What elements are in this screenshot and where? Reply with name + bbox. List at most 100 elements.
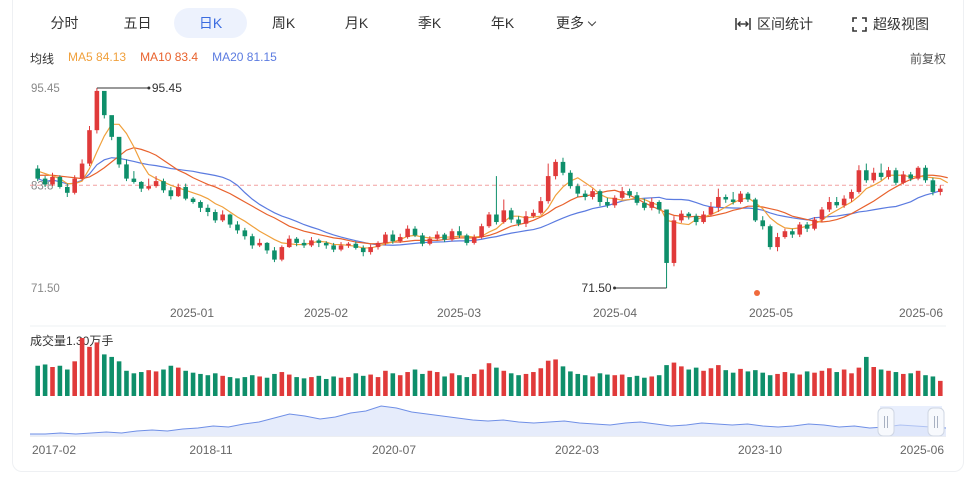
candle [834, 201, 840, 206]
overview-x-label: 2020-07 [372, 443, 416, 457]
super-view-label: 超级视图 [873, 16, 929, 32]
candle [42, 178, 48, 185]
candle [286, 238, 292, 248]
super-view-button[interactable]: 超级视图 [852, 14, 929, 34]
tab-3[interactable]: 周K [247, 8, 320, 38]
candle [582, 193, 588, 197]
candle [183, 186, 188, 199]
x-axis-label: 2025-02 [304, 306, 348, 320]
ma5-line [37, 123, 948, 249]
volume-bar [849, 373, 854, 396]
tab-5[interactable]: 季K [393, 8, 466, 38]
candle [753, 199, 758, 221]
candle [597, 191, 603, 202]
candle [331, 245, 336, 250]
low-price-label: 71.50 [582, 281, 612, 295]
x-axis-label: 2025-01 [170, 306, 214, 320]
candle [901, 174, 906, 183]
candle [338, 245, 344, 250]
candle [79, 163, 85, 179]
candle [797, 224, 803, 235]
tab-label: 月K [344, 15, 369, 31]
tab-2[interactable]: 日K [174, 8, 247, 38]
candle [353, 243, 359, 248]
candle [531, 212, 536, 217]
tab-1[interactable]: 五日 [101, 8, 174, 38]
overview-handle-left[interactable] [877, 407, 895, 437]
volume-bar [175, 367, 181, 396]
volume-bar [738, 368, 743, 396]
candle [841, 198, 847, 206]
volume-bar [464, 377, 470, 396]
candle [494, 214, 499, 223]
candle [360, 247, 366, 253]
candle [775, 237, 780, 248]
candle [790, 231, 795, 235]
overview-handle-right[interactable] [927, 407, 945, 437]
volume-bar [397, 375, 403, 396]
candle [457, 231, 462, 236]
tab-label: 分时 [50, 15, 79, 31]
volume-bar [286, 374, 292, 396]
volume-bar [309, 377, 314, 396]
volume-bar [205, 375, 211, 396]
volume-bar [760, 372, 766, 396]
candle [368, 247, 373, 253]
volume-bar [568, 371, 573, 396]
volume-bar [597, 373, 603, 396]
candle [656, 201, 662, 210]
candle [915, 167, 921, 179]
candle [649, 201, 655, 208]
candle [316, 240, 322, 243]
candle [871, 172, 877, 181]
volume-bar [116, 361, 122, 396]
x-axis-label: 2025-06 [899, 306, 943, 320]
volume-bar [871, 367, 877, 396]
candle [205, 207, 211, 213]
candle [508, 210, 514, 220]
volume-bar [301, 378, 307, 396]
candle [272, 250, 277, 260]
candle [930, 180, 936, 192]
volume-bar [693, 367, 699, 396]
y-axis-label: 71.50 [31, 283, 60, 295]
volume-bar [124, 370, 129, 396]
interval-stats-button[interactable]: 区间统计 [735, 14, 813, 34]
tab-4[interactable]: 月K [320, 8, 393, 38]
tab-7[interactable]: 更多 [539, 8, 612, 38]
volume-bar [79, 338, 85, 396]
candle [553, 161, 558, 177]
volume-bar [649, 376, 655, 396]
tab-0[interactable]: 分时 [28, 8, 101, 38]
candle [449, 231, 455, 240]
candle [442, 234, 447, 240]
volume-bar [878, 369, 884, 396]
event-marker-dot[interactable] [754, 290, 760, 296]
volume-bar [183, 370, 188, 396]
volume-bar [619, 374, 625, 396]
volume-bar [331, 376, 336, 396]
candle [923, 167, 928, 181]
volume-bar [449, 373, 455, 396]
volume-bar [782, 372, 788, 396]
volume-bar [538, 368, 544, 396]
volume-bar [642, 377, 647, 396]
volume-bar [730, 372, 736, 396]
tab-6[interactable]: 年K [466, 8, 539, 38]
adjust-mode-toggle[interactable]: 前复权 [909, 52, 946, 66]
volume-bar [146, 370, 151, 396]
volume-bar [405, 372, 410, 396]
x-axis-label: 2025-04 [593, 306, 637, 320]
ma20-line [37, 157, 941, 246]
volume-bar [908, 373, 914, 396]
overview-x-label: 2023-10 [738, 443, 782, 457]
x-axis-label: 2025-03 [437, 306, 481, 320]
candle [605, 201, 610, 206]
candle [575, 186, 581, 194]
candle [701, 214, 706, 223]
candle [716, 196, 721, 207]
volume-bar [57, 365, 63, 396]
low-marker-dot [613, 286, 617, 290]
volume-bar [605, 374, 610, 396]
